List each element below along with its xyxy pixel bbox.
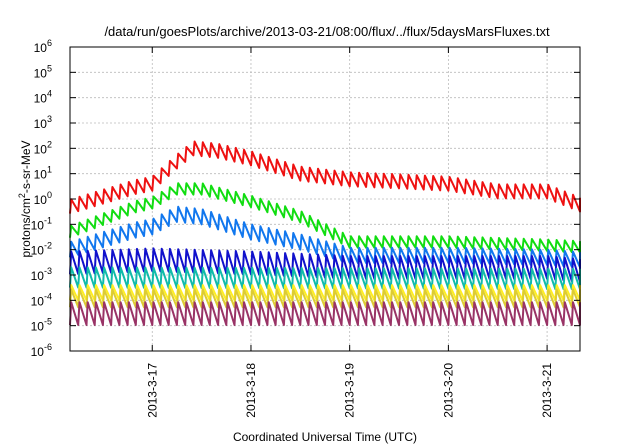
y-tick-label: 10-4 — [31, 291, 52, 308]
y-axis-label-sup: 2 — [17, 193, 27, 198]
y-tick-label: 10-6 — [31, 342, 52, 359]
x-axis-label: Coordinated Universal Time (UTC) — [233, 430, 417, 444]
y-axis-label: protons/cm2-s-sr-MeV — [17, 140, 33, 257]
chart-title: /data/run/goesPlots/archive/2013-03-21/0… — [104, 24, 550, 39]
y-axis-ticks: 10-6 10-5 10-4 10-3 10-2 10-1 100 101 102 103 104 1… — [31, 38, 580, 359]
y-tick-label: 104 — [34, 89, 52, 106]
x-tick-label: 2013-3-20 — [441, 363, 455, 418]
series-line-5 — [69, 266, 581, 291]
series-line-3 — [69, 205, 581, 269]
y-tick-label: 100 — [34, 190, 52, 207]
x-axis-ticks: 2013-3-17 2013-3-18 2013-3-19 2013-3-20 2013… — [145, 47, 554, 418]
y-tick-label: 106 — [34, 38, 52, 55]
y-tick-label: 10-3 — [31, 266, 52, 283]
series-line-2 — [69, 182, 581, 254]
x-tick-label: 2013-3-19 — [343, 363, 357, 418]
y-tick-label: 105 — [34, 63, 52, 80]
x-tick-label: 2013-3-21 — [540, 363, 554, 418]
series-line-8 — [69, 301, 581, 326]
y-tick-label: 10-1 — [31, 215, 52, 232]
y-tick-label: 101 — [34, 165, 52, 182]
x-tick-label: 2013-3-18 — [244, 363, 258, 418]
y-tick-label: 10-2 — [31, 241, 52, 258]
y-axis-label-pre: protons/cm — [19, 198, 33, 257]
series-line-1 — [69, 140, 581, 214]
plot-frame — [69, 46, 581, 352]
y-tick-label: 10-5 — [31, 317, 52, 334]
y-tick-label: 102 — [34, 139, 52, 156]
x-tick-label: 2013-3-17 — [145, 363, 159, 418]
y-tick-label: 103 — [34, 114, 52, 131]
y-axis-label-post: -s-sr-MeV — [19, 140, 33, 193]
series-layer — [69, 140, 581, 326]
